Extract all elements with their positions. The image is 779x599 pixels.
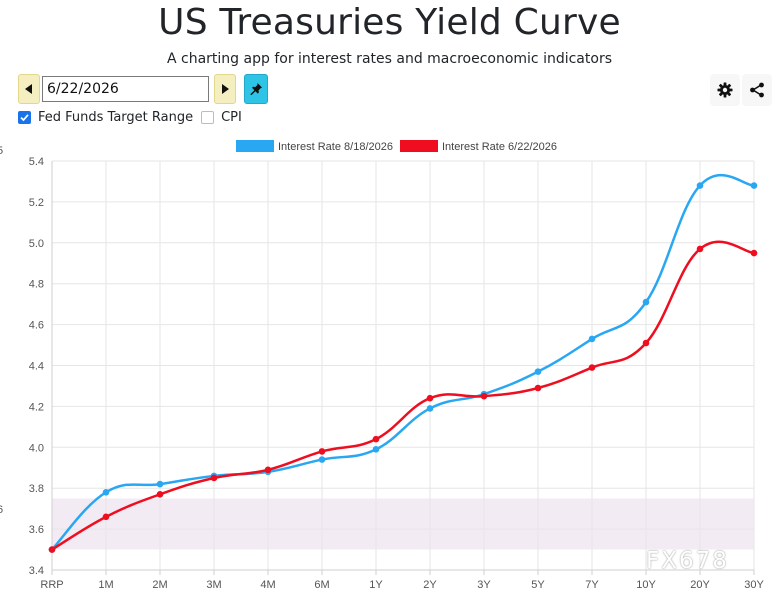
legend-swatch-1: [400, 140, 438, 152]
next-date-button[interactable]: [214, 74, 236, 104]
fed-funds-band-layer: [52, 498, 754, 550]
fed-funds-band: [52, 498, 754, 550]
checkmark-icon: [20, 113, 29, 121]
y-tick-label: 5.4: [29, 156, 44, 168]
data-point-1: [750, 249, 758, 257]
data-point-0: [156, 480, 164, 488]
data-point-1: [696, 245, 704, 253]
x-tick-label: 30Y: [744, 579, 764, 591]
data-point-1: [642, 339, 650, 347]
y-tick-label: 4.4: [29, 361, 44, 373]
settings-button[interactable]: [710, 74, 740, 106]
data-point-1: [210, 474, 218, 482]
data-point-1: [156, 491, 164, 498]
left-edge-label: 5: [0, 145, 3, 157]
x-tick-label: 2M: [152, 579, 167, 591]
x-tick-label: 10Y: [636, 579, 656, 591]
x-tick-label: 7Y: [585, 579, 599, 591]
x-tick-label: 5Y: [531, 579, 545, 591]
triangle-right-icon: [222, 84, 229, 94]
data-point-0: [588, 335, 596, 343]
series-line-0: [51, 173, 755, 551]
y-tick-label: 5.0: [29, 238, 44, 250]
y-tick-label: 5.2: [29, 197, 44, 209]
chart-legend[interactable]: Interest Rate 8/18/2026 Interest Rate 6/2…: [236, 140, 557, 153]
y-tick-label: 3.6: [29, 524, 44, 536]
previous-date-button[interactable]: [18, 74, 40, 104]
y-tick-label: 4.6: [29, 320, 44, 332]
y-tick-label: 3.4: [29, 565, 44, 577]
legend-swatch-0: [236, 140, 274, 152]
gear-icon: [717, 82, 733, 98]
y-tick-label: 4.0: [29, 442, 44, 454]
x-tick-label: RRP: [40, 579, 63, 591]
data-point-1: [102, 513, 110, 521]
series-layer: [48, 173, 758, 553]
x-tick-label: 1Y: [369, 579, 383, 591]
data-point-0: [372, 446, 380, 453]
left-edge-labels: 56: [0, 145, 3, 516]
pin-button[interactable]: [244, 74, 268, 104]
data-point-0: [102, 488, 110, 496]
date-input[interactable]: [42, 76, 209, 102]
x-tick-label: 2Y: [423, 579, 437, 591]
yield-curve-chart: Interest Rate 8/18/2026 Interest Rate 6/2…: [0, 140, 765, 591]
cpi-label[interactable]: CPI: [221, 109, 242, 125]
x-tick-label: 3Y: [477, 579, 491, 591]
triangle-left-icon: [25, 84, 32, 94]
axis-layer: 3.4 3.6 3.8 4.0 4.2 4.4 4.6 4.8 5.0 5.2 5.4 RRP 1M 2M…: [29, 156, 765, 591]
x-tick-label: 20Y: [690, 579, 710, 591]
indicator-options: Fed Funds Target Range CPI: [18, 108, 250, 126]
data-point-0: [750, 182, 758, 189]
y-tick-label: 4.2: [29, 401, 44, 413]
data-point-1: [48, 546, 56, 553]
legend-label-0: Interest Rate 8/18/2026: [278, 141, 393, 153]
legend-label-1: Interest Rate 6/22/2026: [442, 141, 557, 153]
cpi-checkbox[interactable]: [201, 110, 215, 124]
fed-funds-checkbox[interactable]: [18, 110, 31, 124]
x-tick-label: 4M: [260, 579, 275, 591]
fed-funds-label[interactable]: Fed Funds Target Range: [38, 109, 194, 125]
data-point-0: [696, 182, 704, 189]
data-point-0: [426, 405, 434, 412]
data-point-1: [372, 435, 380, 443]
page-title: US Treasuries Yield Curve: [158, 2, 621, 43]
x-tick-label: 1M: [98, 579, 113, 591]
pushpin-icon: [250, 83, 262, 95]
data-point-0: [318, 456, 326, 463]
share-button[interactable]: [742, 74, 772, 106]
data-point-1: [480, 392, 488, 400]
data-point-0: [642, 298, 650, 306]
data-point-0: [534, 368, 542, 375]
page-subtitle: A charting app for interest rates and ma…: [167, 51, 612, 67]
data-point-1: [264, 466, 272, 474]
x-tick-label: 3M: [206, 579, 221, 591]
data-point-1: [318, 448, 326, 455]
y-tick-label: 3.8: [29, 483, 44, 495]
share-icon: [750, 82, 764, 98]
left-edge-label: 6: [0, 504, 3, 516]
y-tick-label: 4.8: [29, 279, 44, 291]
data-point-1: [588, 364, 596, 371]
data-point-1: [426, 394, 434, 402]
grid-layer: [51, 160, 755, 571]
x-tick-label: 6M: [314, 579, 329, 591]
watermark: FX678: [646, 548, 729, 574]
data-point-1: [534, 384, 542, 392]
